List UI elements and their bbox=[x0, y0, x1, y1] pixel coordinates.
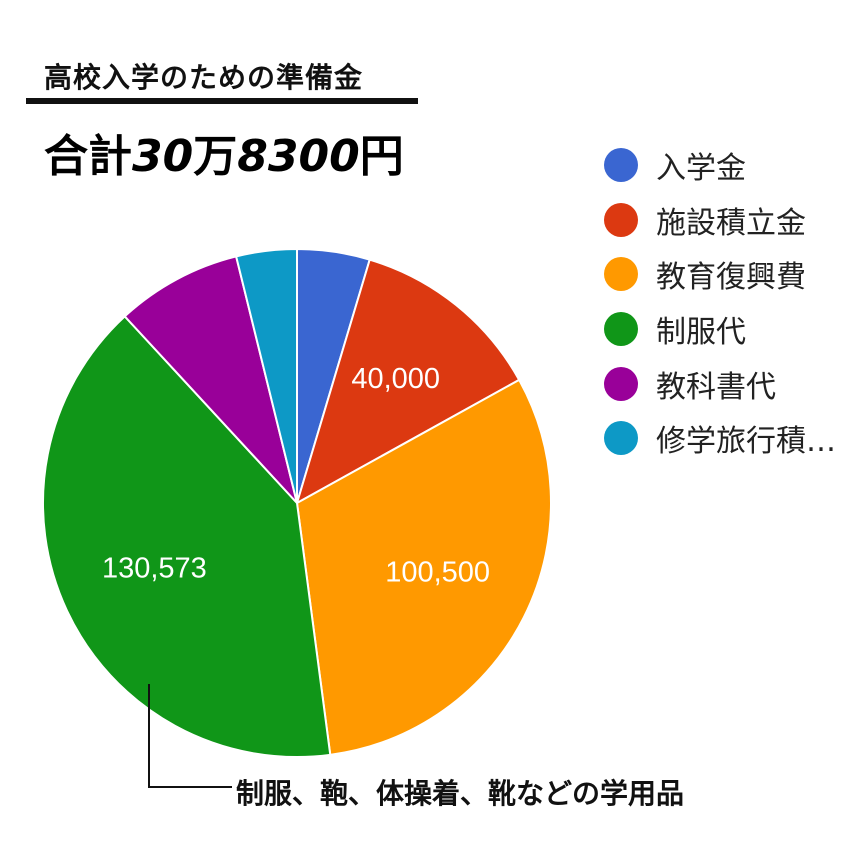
legend-label-6: 修学旅行積… bbox=[656, 424, 836, 460]
legend-swatch-2 bbox=[604, 202, 638, 237]
total-number-2: 8300 bbox=[237, 131, 360, 182]
legend-swatch-6 bbox=[604, 421, 638, 456]
legend-label-3: 教育復興費 bbox=[656, 260, 806, 296]
annotation-text: 制服、鞄、体操着、靴などの学用品 bbox=[236, 777, 685, 810]
pie-slice-4 bbox=[41, 314, 332, 758]
legend-swatch-5 bbox=[604, 366, 638, 401]
pie-slice-3 bbox=[295, 378, 552, 756]
legend-item-5: 教科書代 bbox=[604, 356, 836, 411]
legend-label-5: 教科書代 bbox=[656, 369, 776, 405]
chart-title: 高校入学のための準備金 bbox=[44, 61, 364, 94]
legend-swatch-3 bbox=[604, 257, 638, 292]
annotation-leader-vertical bbox=[148, 684, 150, 788]
total-suffix: 円 bbox=[359, 131, 404, 182]
legend-label-1: 入学金 bbox=[656, 151, 746, 187]
total-number-1: 30 bbox=[132, 131, 194, 182]
legend-item-6: 修学旅行積… bbox=[604, 411, 836, 466]
total-prefix: 合計 bbox=[44, 131, 132, 182]
legend-swatch-1 bbox=[604, 148, 638, 183]
total-amount: 合計30万8300円 bbox=[44, 120, 404, 184]
legend-item-2: 施設積立金 bbox=[604, 193, 836, 248]
slice-value-label-2: 40,000 bbox=[351, 363, 440, 395]
title-underline bbox=[26, 98, 418, 104]
pie-slice-2 bbox=[295, 258, 521, 506]
total-middle: 万 bbox=[193, 131, 238, 182]
legend-label-4: 制服代 bbox=[656, 315, 746, 351]
slice-value-label-4: 130,573 bbox=[102, 552, 207, 584]
slice-value-label-3: 100,500 bbox=[385, 557, 490, 589]
annotation-leader-horizontal bbox=[148, 786, 232, 788]
legend-swatch-4 bbox=[604, 312, 638, 347]
legend-label-2: 施設積立金 bbox=[656, 205, 806, 241]
legend-item-1: 入学金 bbox=[604, 138, 836, 193]
pie-slice-6 bbox=[234, 247, 298, 504]
legend: 入学金施設積立金教育復興費制服代教科書代修学旅行積… bbox=[604, 138, 836, 466]
legend-item-3: 教育復興費 bbox=[604, 247, 836, 302]
pie-slice-5 bbox=[123, 255, 298, 504]
legend-item-4: 制服代 bbox=[604, 302, 836, 357]
